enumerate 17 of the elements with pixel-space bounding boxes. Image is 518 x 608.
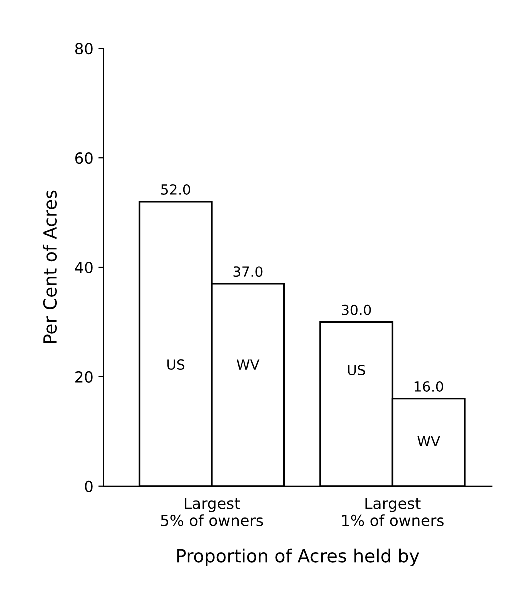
data-label: 52.0 [161, 184, 190, 195]
x-axis-title: Proportion of Acres held by [178, 548, 420, 566]
y-tick-label: 60 [76, 152, 93, 164]
y-tick-label: 80 [75, 43, 93, 55]
text: US [168, 360, 185, 370]
data-label: 37.0 [234, 266, 263, 278]
y-tick-label: 40 [75, 262, 93, 274]
y-axis-title: Per Cent of Acres [43, 190, 58, 344]
x-tick-label: Largest 5% of owners [161, 498, 264, 526]
series-label: US [348, 365, 366, 376]
data-label: 16.0 [414, 381, 444, 392]
x-tick-label: Largest 1% of owners [342, 498, 444, 526]
y-tick-label: 0 [85, 480, 93, 492]
text: WV [237, 360, 260, 370]
data-label: 30.0 [342, 304, 372, 316]
series-label: WV [418, 436, 440, 446]
y-tick-label: 20 [76, 371, 93, 383]
